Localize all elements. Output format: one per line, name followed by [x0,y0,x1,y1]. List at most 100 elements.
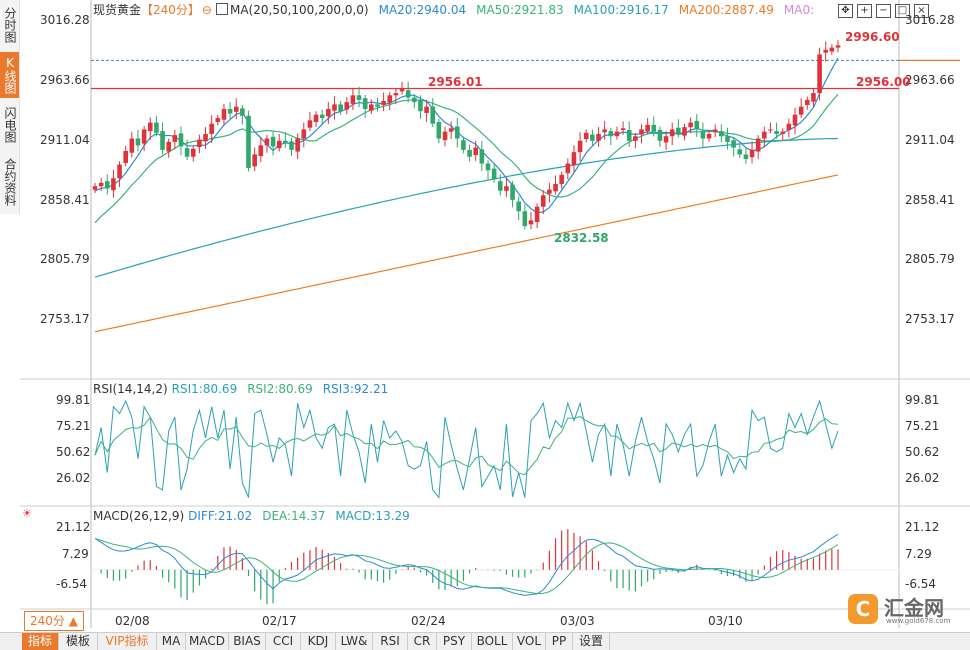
macd-axis-left-label: 21.12 [56,520,91,534]
candle-body [141,129,147,144]
resistance-line-value: 2956.00 [856,75,911,89]
candle-body [295,138,300,152]
side-tab-bar: 分时图 K线图 闪电图 合约资料 [0,0,20,214]
macd-dea-value: DEA:14.37 [262,509,326,523]
close-icon[interactable]: × [914,4,929,18]
move-icon[interactable]: ✥ [838,4,853,18]
candle-body [467,149,472,157]
chart-header: 现货黄金【240分】 ⊖ MA(20,50,100,200,0,0) MA20:294… [93,3,824,17]
candle-body [387,95,393,103]
candle-body [547,189,552,194]
tab-settings[interactable]: 设置 [573,633,610,650]
candle-body [657,129,663,141]
tab-boll[interactable]: BOLL [472,633,513,650]
price-axis-label: 2963.66 [905,73,955,87]
candle-body [719,131,724,137]
macd-diff-line [94,533,839,596]
rsi-label: RSI(14,14,2) [93,382,168,396]
fullscreen-icon[interactable]: □ [895,4,910,18]
candle-body [147,122,153,132]
candle-body [233,106,239,112]
date-label: 02/17 [262,614,297,628]
tab-templates[interactable]: 模板 [59,633,98,650]
tab-pp[interactable]: PP [546,633,573,650]
candle-body [344,102,350,110]
candle-body [694,120,700,130]
price-axis-label: 2805.79 [905,252,955,266]
candle-body [123,151,129,163]
candle-body [497,181,503,191]
tab-lw[interactable]: LW& [336,633,373,650]
candle-body [375,104,380,107]
candle-body [614,131,620,137]
rsi1-value: RSI1:80.69 [171,382,238,396]
macd-settings-icon[interactable]: ☀ [22,507,32,520]
settings-icon[interactable]: ⊖ [201,3,212,17]
side-tab-kline[interactable]: K线图 [0,52,19,98]
price-axis-left-label: 2753.17 [40,312,90,326]
candle-body [682,127,687,136]
candle-body [762,131,767,139]
candle-body [338,104,343,112]
candle-body [301,129,307,139]
side-tab-timeshare[interactable]: 分时图 [3,7,17,43]
tab-ma[interactable]: MA [157,633,186,650]
candle-body [117,164,122,179]
candle-body [804,99,810,105]
candle-body [669,129,675,137]
zoom-out-icon[interactable]: − [876,4,891,18]
candle-body [215,118,221,123]
ma-indicator-icon[interactable] [215,3,228,15]
zoom-in-icon[interactable]: + [857,4,872,18]
candle-body [780,131,786,134]
candle-body [129,138,135,153]
candle-body [172,135,178,142]
candle-body [706,133,712,139]
date-label: 03/10 [708,614,743,628]
tab-cr[interactable]: CR [408,633,437,650]
candle-body [319,114,325,119]
tab-vol[interactable]: VOL [513,633,546,650]
tab-psy[interactable]: PSY [437,633,472,650]
candle-body [571,152,577,166]
price-axis-label: 2911.04 [905,133,955,147]
candle-body [178,133,184,147]
side-tab-contract-info[interactable]: 合约资料 [3,158,17,206]
tab-macd[interactable]: MACD [186,633,229,650]
rsi-axis-left-label: 99.81 [56,393,91,407]
candle-body [522,211,528,227]
date-label: 03/03 [560,614,595,628]
rsi-axis-label: 99.81 [905,393,940,407]
candle-body [559,174,564,184]
date-label: 02/08 [115,614,150,628]
tab-bias[interactable]: BIAS [229,633,266,650]
period-selector[interactable]: 240分 ▲ [24,611,84,631]
candle-body [135,138,141,146]
candle-body [454,126,460,139]
tab-kdj[interactable]: KDJ [301,633,336,650]
tab-vip-indicators[interactable]: VIP指标 [98,633,157,650]
side-tab-flash[interactable]: 闪电图 [3,107,17,143]
tab-cci[interactable]: CCI [266,633,301,650]
candle-body [725,136,730,142]
candle-body [326,108,331,117]
candle-body [197,139,202,148]
ma-label: MA(20,50,100,200,0,0) [229,3,369,17]
logo-text: 汇金网 [884,596,944,620]
candle-body [553,183,558,192]
candle-body [504,186,509,191]
candle-body [774,131,779,134]
tab-indicators[interactable]: 指标 [22,633,59,650]
candle-body [461,140,466,150]
candle-body [583,132,589,140]
rsi-axis-label: 26.02 [905,471,940,485]
period-label: 【240分】 [141,3,200,17]
candle-body [608,131,614,137]
candle-body [246,115,251,169]
macd-axis-label: 7.29 [905,547,932,561]
ma200-value: MA200:2887.49 [678,3,774,17]
rsi2-line [94,416,839,476]
candle-body [412,97,417,103]
tab-rsi[interactable]: RSI [373,633,408,650]
rsi3-value: RSI3:92.21 [322,382,389,396]
